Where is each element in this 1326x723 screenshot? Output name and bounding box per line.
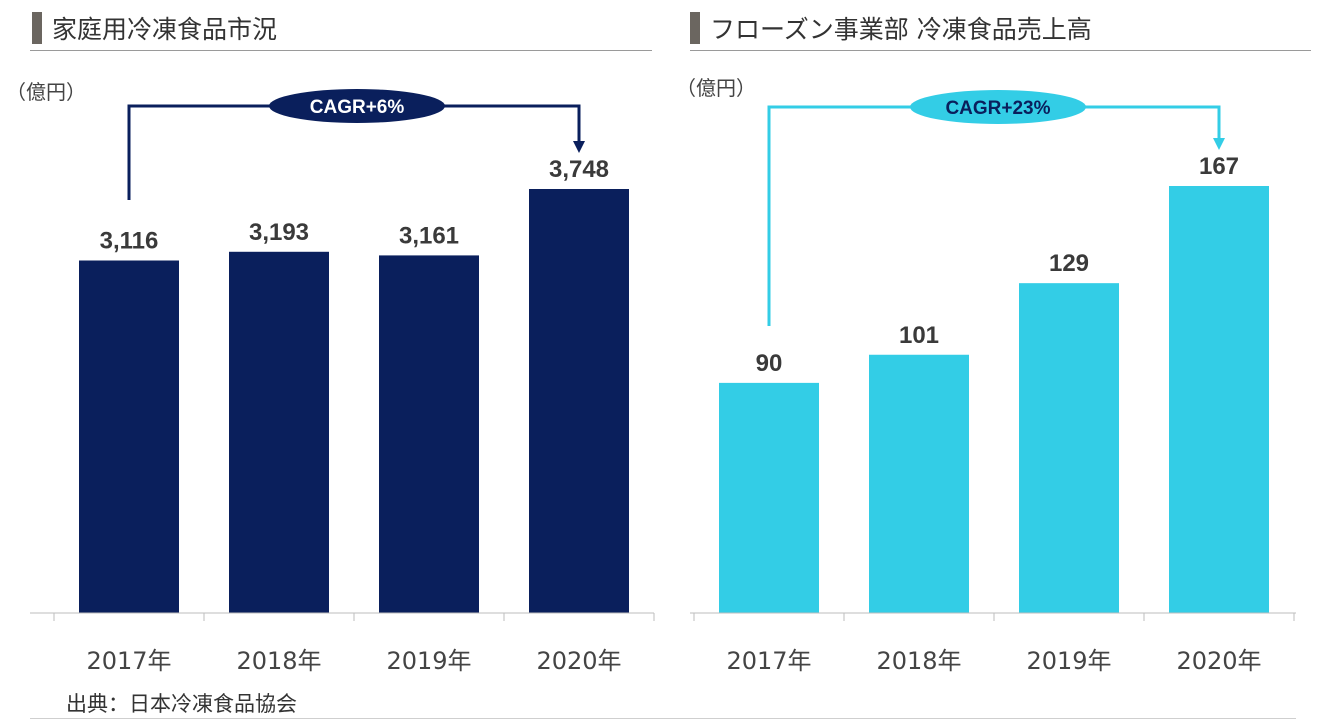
- data-label: 3,116: [100, 227, 159, 254]
- x-tick-label: 2020年: [1176, 647, 1261, 675]
- data-label: 90: [756, 350, 783, 377]
- bar: [79, 260, 179, 613]
- bottom-divider: [30, 718, 1296, 719]
- bar-chart-svg: 90 2017年 101 2018年 129 2019年 167 2020年 CAGR+23%: [690, 90, 1296, 675]
- bar: [379, 255, 479, 613]
- bar: [529, 189, 629, 613]
- cagr-arrow-head: [1213, 138, 1225, 150]
- chart-title: 家庭用冷凍食品市況: [52, 15, 278, 44]
- x-tick-label: 2017年: [726, 647, 811, 675]
- cagr-arrow-head: [573, 141, 585, 153]
- cagr-label: CAGR+23%: [945, 98, 1050, 119]
- data-label: 3,193: [249, 219, 309, 246]
- bar: [1019, 283, 1119, 613]
- data-label: 167: [1199, 153, 1239, 180]
- cagr-label: CAGR+6%: [310, 97, 405, 118]
- bar-chart-svg: 3,116 2017年 3,193 2018年 3,161 2019年 3,748 2020年…: [30, 89, 655, 675]
- data-label: 3,748: [549, 156, 609, 183]
- left-chart-panel: 家庭用冷凍食品市況 （億円） 3,116 2017年 3,193 2018年 3,161…: [0, 0, 660, 690]
- x-tick-label: 2018年: [236, 647, 321, 675]
- right-chart-panel: フローズン事業部 冷凍食品売上高 （億円） 90 2017年 101 2018年 129…: [660, 0, 1326, 690]
- title-accent-bar: [32, 12, 42, 44]
- x-tick-label: 2017年: [86, 647, 171, 675]
- title-accent-bar: [690, 12, 700, 44]
- bar: [1169, 186, 1269, 613]
- chart-title: フローズン事業部 冷凍食品売上高: [710, 15, 1092, 44]
- bar: [229, 251, 329, 613]
- cagr-bracket-line: [767, 105, 1221, 326]
- data-label: 3,161: [399, 222, 459, 249]
- bar: [719, 382, 819, 613]
- unit-label: （億円）: [6, 80, 86, 104]
- data-label: 129: [1049, 250, 1089, 277]
- bar: [869, 354, 969, 613]
- source-note: 出典：日本冷凍食品協会: [66, 692, 297, 716]
- cagr-badge: [910, 90, 1086, 124]
- x-tick-label: 2019年: [386, 647, 471, 675]
- x-tick-label: 2019年: [1026, 647, 1111, 675]
- title-divider: [30, 50, 652, 51]
- unit-label: （億円）: [676, 76, 756, 100]
- cagr-badge: [269, 89, 445, 123]
- title-divider: [690, 50, 1311, 51]
- data-label: 101: [899, 322, 939, 349]
- x-tick-label: 2018年: [876, 647, 961, 675]
- x-tick-label: 2020年: [536, 647, 621, 675]
